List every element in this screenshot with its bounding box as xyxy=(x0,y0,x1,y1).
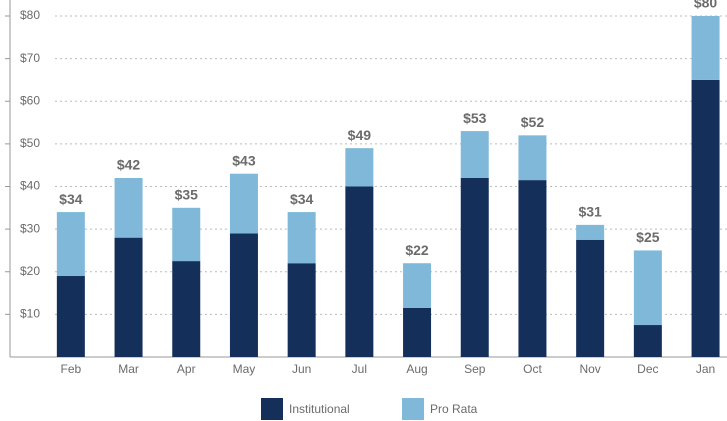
bar-segment xyxy=(114,237,143,357)
y-tick-label: $10 xyxy=(20,307,40,321)
bar-segment xyxy=(633,325,662,357)
total-label: $35 xyxy=(175,187,199,203)
bar-segment xyxy=(172,261,201,357)
bar-segment xyxy=(345,186,374,357)
bar-segment xyxy=(633,250,662,326)
y-tick-label: $20 xyxy=(20,264,40,278)
bar-segment xyxy=(345,148,374,187)
bar-segment xyxy=(403,263,432,308)
bar-segment xyxy=(56,212,85,277)
bar-segment xyxy=(518,180,547,357)
total-label: $43 xyxy=(232,152,256,168)
x-tick-label: Aug xyxy=(406,362,427,376)
bar-segment xyxy=(172,207,201,262)
x-tick-label: Jun xyxy=(292,362,311,376)
bar-segment xyxy=(460,177,489,357)
bar-segment xyxy=(691,79,720,357)
x-tick-label: Jan xyxy=(696,362,715,376)
total-label: $49 xyxy=(348,127,372,143)
total-label: $22 xyxy=(405,242,429,258)
legend-swatch xyxy=(402,398,424,420)
x-tick-label: Nov xyxy=(579,362,600,376)
y-tick-label: $80 xyxy=(20,8,40,22)
bar-segment xyxy=(287,263,316,357)
total-label: $80 xyxy=(694,0,718,11)
bar-segment xyxy=(691,16,720,80)
y-tick-label: $40 xyxy=(20,179,40,193)
y-tick-label: $70 xyxy=(20,51,40,65)
legend-label: Institutional xyxy=(289,402,350,416)
bar-segment xyxy=(403,307,432,357)
legend-label: Pro Rata xyxy=(430,402,478,416)
total-label: $53 xyxy=(463,110,487,126)
x-tick-label: Mar xyxy=(118,362,139,376)
bar-segment xyxy=(229,233,258,357)
bar-segment xyxy=(287,212,316,264)
bar-segment xyxy=(56,276,85,357)
total-label: $34 xyxy=(59,191,83,207)
x-tick-label: Sep xyxy=(464,362,486,376)
y-tick-label: $60 xyxy=(20,93,40,107)
bar-segment xyxy=(114,177,143,238)
legend-swatch xyxy=(261,398,283,420)
bar-segment xyxy=(518,135,547,181)
bar-segment xyxy=(460,131,489,178)
x-tick-label: Dec xyxy=(637,362,658,376)
total-label: $52 xyxy=(521,114,545,130)
bar-segment xyxy=(576,239,605,357)
x-tick-label: May xyxy=(233,362,256,376)
total-label: $25 xyxy=(636,229,660,245)
bar-segment xyxy=(229,173,258,234)
total-label: $34 xyxy=(290,191,314,207)
x-tick-label: Feb xyxy=(61,362,82,376)
bar-segment xyxy=(576,224,605,240)
y-tick-label: $30 xyxy=(20,221,40,235)
y-tick-label: $50 xyxy=(20,136,40,150)
x-tick-label: Oct xyxy=(523,362,542,376)
x-tick-label: Apr xyxy=(177,362,196,376)
x-tick-label: Jul xyxy=(352,362,367,376)
total-label: $42 xyxy=(117,157,141,173)
total-label: $31 xyxy=(578,204,602,220)
